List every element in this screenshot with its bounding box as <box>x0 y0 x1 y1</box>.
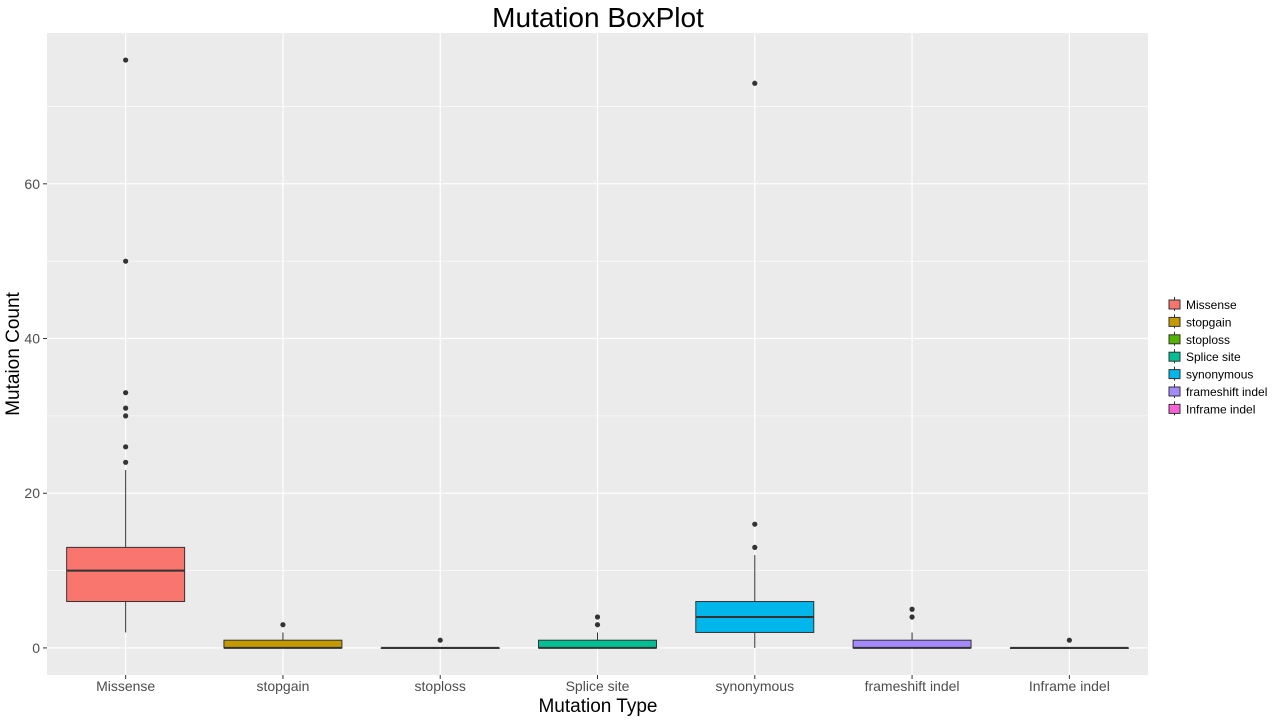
outlier-point <box>1066 637 1072 643</box>
legend-label: Missense <box>1186 298 1237 312</box>
outlier-point <box>123 390 129 396</box>
box-body <box>538 639 657 649</box>
box-missense <box>66 57 186 633</box>
box-body <box>66 546 186 603</box>
legend-label: Inframe indel <box>1186 402 1255 416</box>
legend-item: stoploss <box>1168 331 1230 347</box>
x-tick-label: stopgain <box>256 678 309 694</box>
chart-title: Mutation BoxPlot <box>492 2 704 33</box>
outlier-point <box>123 413 129 419</box>
legend-label: stopgain <box>1186 315 1231 329</box>
legend-key <box>1168 316 1181 327</box>
box-stoploss <box>380 637 500 649</box>
legend: Missense stopgain stoploss Splice site synon… <box>1168 297 1267 416</box>
outlier-point <box>280 622 286 628</box>
outlier-point <box>909 606 915 612</box>
box-frameshift-indel <box>852 606 972 649</box>
box-synonymous <box>695 80 815 648</box>
legend-item: Missense <box>1168 297 1237 312</box>
legend-item: Inframe indel <box>1168 401 1255 416</box>
legend-key <box>1168 369 1181 380</box>
outlier-point <box>123 459 129 465</box>
x-tick-label: Missense <box>96 678 155 694</box>
legend-item: synonymous <box>1168 366 1253 382</box>
legend-item: Splice site <box>1168 349 1241 364</box>
x-axis-title: Mutation Type <box>538 696 657 717</box>
legend-item: stopgain <box>1168 314 1231 329</box>
box-inframe-indel <box>1009 637 1129 649</box>
box-stopgain <box>223 622 343 649</box>
y-tick-label: 60 <box>24 176 40 192</box>
x-tick-label: frameshift indel <box>865 678 960 694</box>
legend-key <box>1168 299 1181 310</box>
x-tick-label: synonymous <box>715 678 794 694</box>
legend-key <box>1168 403 1181 414</box>
outlier-point <box>123 57 129 63</box>
y-tick-label: 40 <box>24 331 40 347</box>
outlier-point <box>909 614 915 620</box>
x-tick-label: Splice site <box>566 678 630 694</box>
box-body <box>852 639 972 649</box>
box-body <box>223 639 343 649</box>
outlier-point <box>752 544 758 550</box>
outlier-point <box>437 637 443 643</box>
legend-key <box>1168 334 1181 345</box>
legend-label: frameshift indel <box>1186 385 1267 399</box>
y-tick-label: 20 <box>24 485 40 501</box>
y-tick-label: 0 <box>32 640 40 656</box>
outlier-point <box>123 258 129 264</box>
axis-layer: 0 20 40 60 Missense stopgain stoploss Splice si… <box>24 176 1109 694</box>
legend-item: frameshift indel <box>1168 384 1267 399</box>
box-layer <box>66 57 1129 649</box>
legend-label: synonymous <box>1186 368 1253 382</box>
legend-label: stoploss <box>1186 333 1230 347</box>
outlier-point <box>123 405 129 411</box>
legend-key <box>1168 386 1181 397</box>
outlier-point <box>594 622 601 628</box>
x-tick-label: Inframe indel <box>1029 678 1110 694</box>
outlier-point <box>594 614 601 620</box>
outlier-point <box>752 521 758 527</box>
outlier-point <box>752 80 758 86</box>
legend-key <box>1168 351 1181 362</box>
x-tick-label: stoploss <box>415 678 466 694</box>
legend-label: Splice site <box>1186 350 1241 364</box>
y-axis-title: Mutaion Count <box>3 291 24 415</box>
grid-lines <box>47 33 1148 675</box>
box-splice-site <box>538 614 657 649</box>
outlier-point <box>123 444 129 450</box>
